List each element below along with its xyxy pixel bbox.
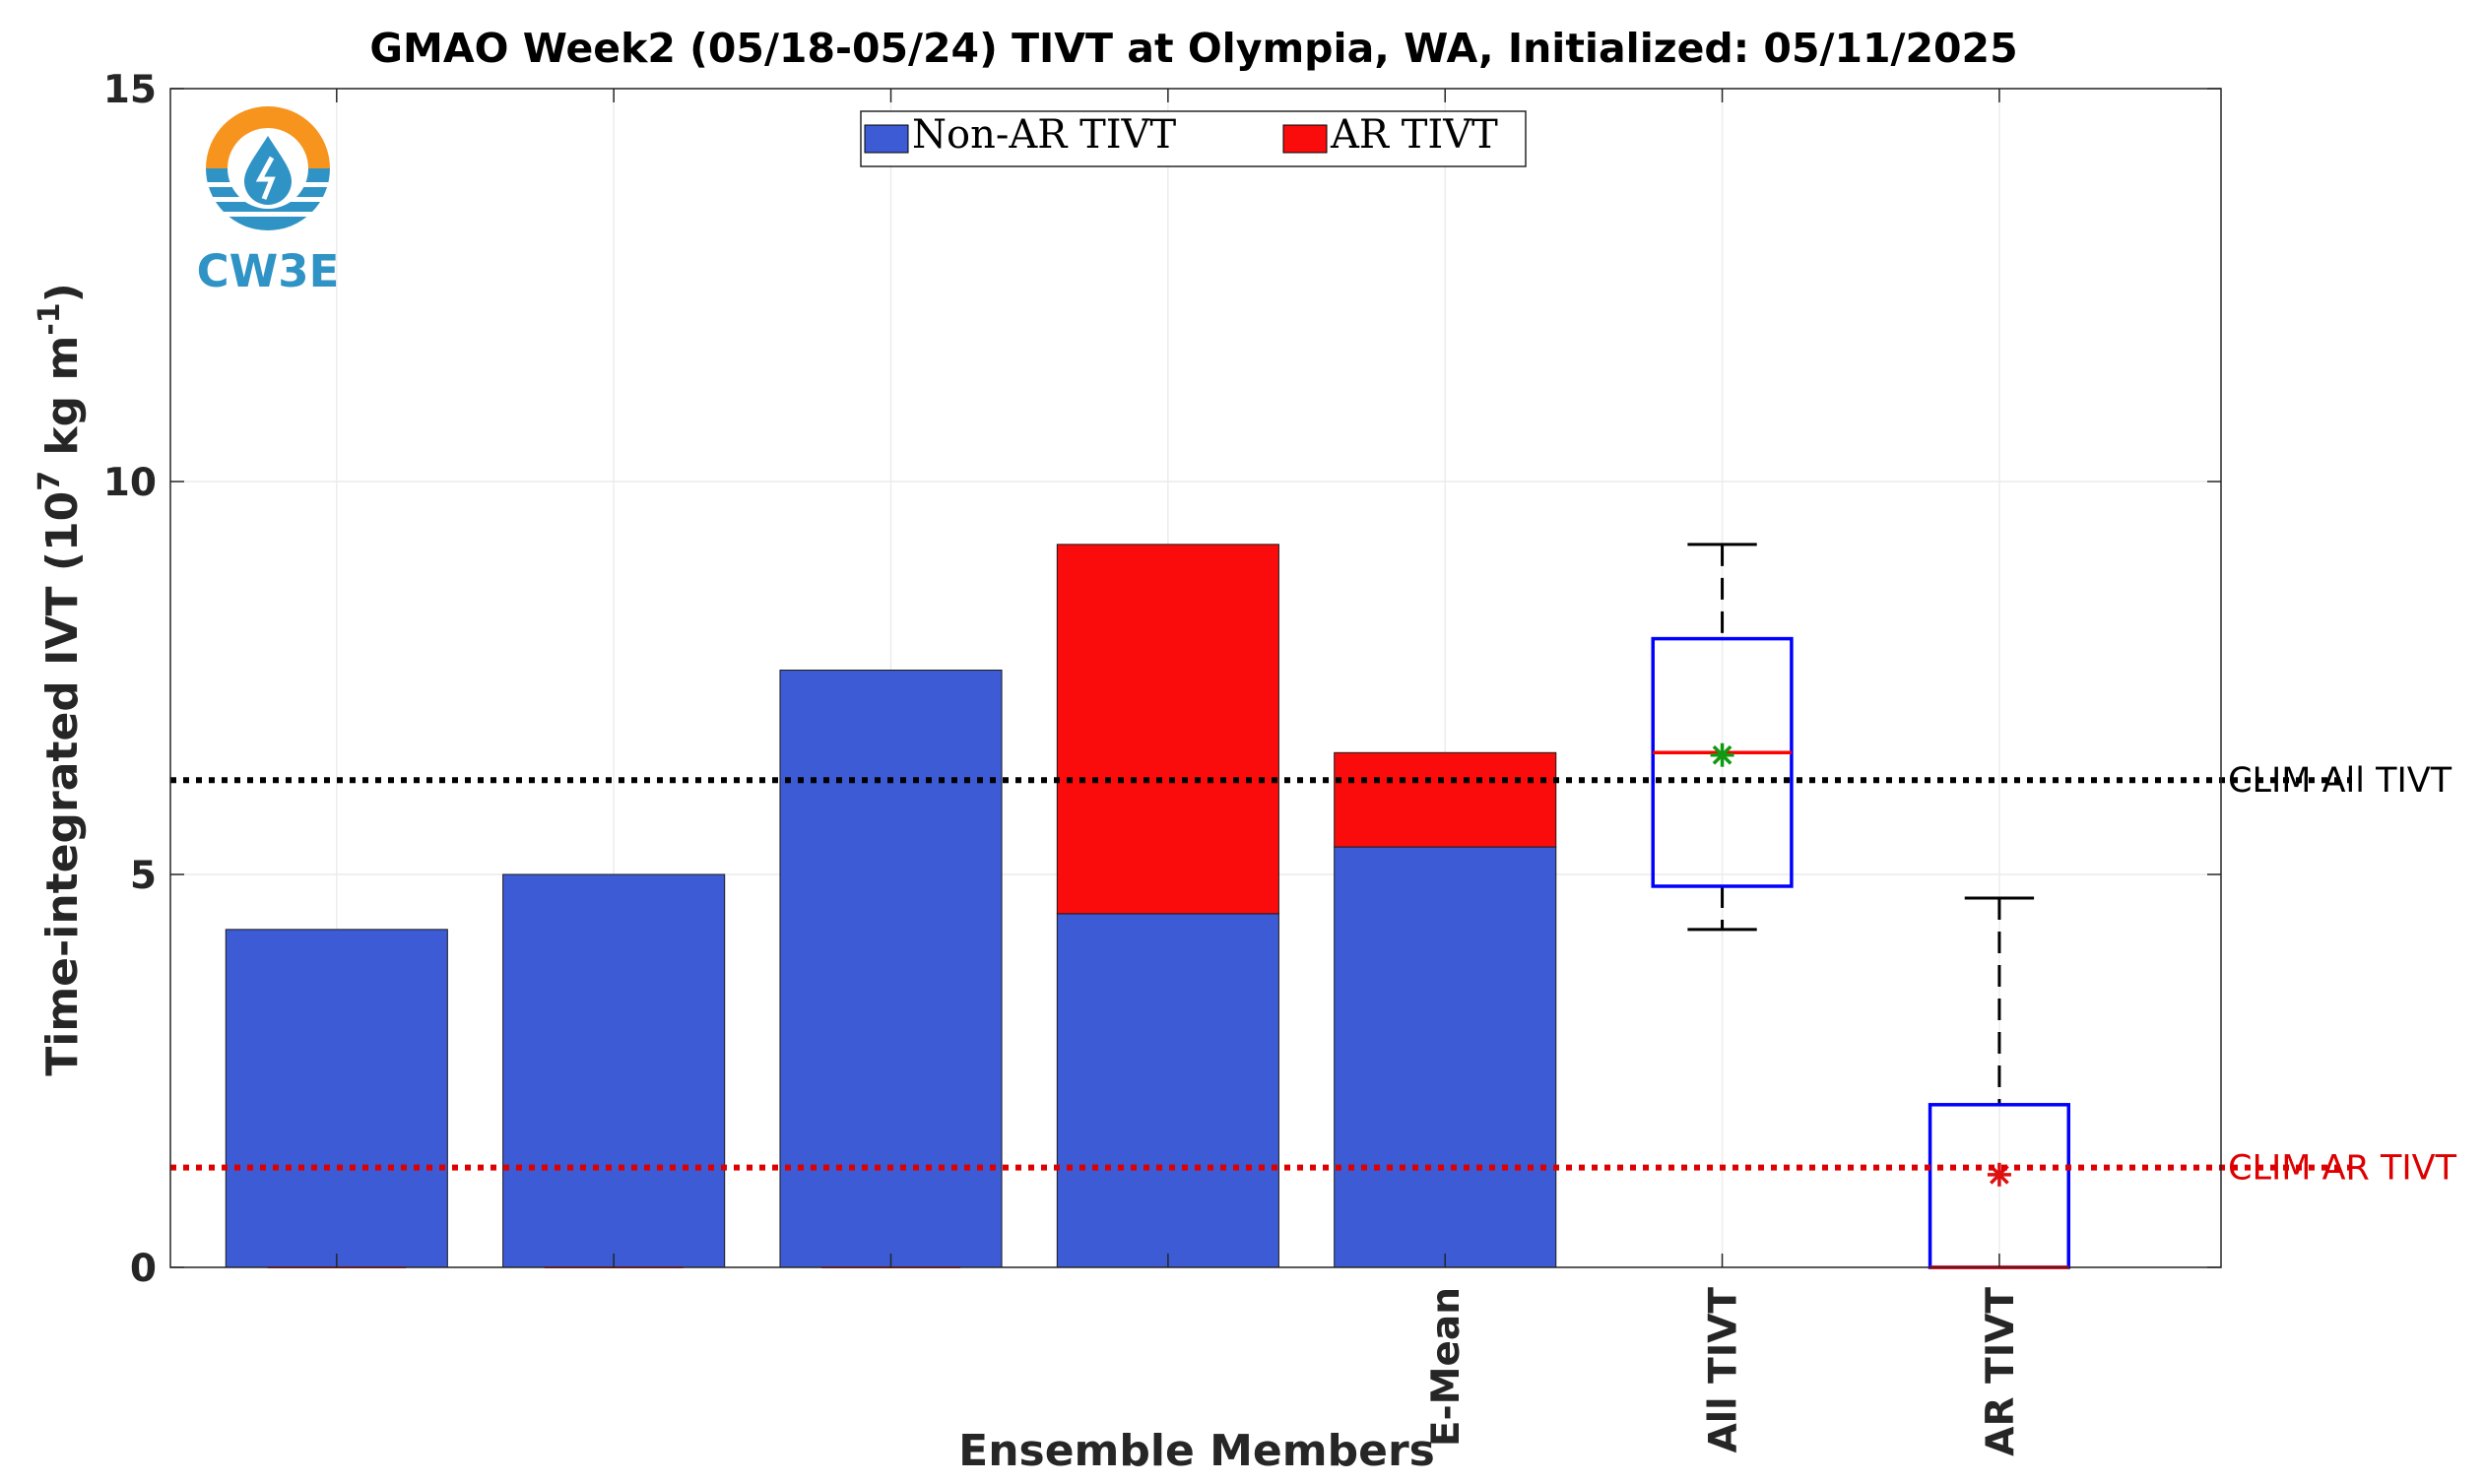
y-axis-label-close: )	[37, 283, 88, 302]
x-tick-label: E-Mean	[1424, 1287, 1469, 1447]
reference-line-label: CLIM AR TIVT	[2228, 1149, 2457, 1189]
cw3e-logo: CW3E	[197, 106, 340, 297]
bar-ar	[1056, 544, 1279, 915]
bar-non-ar	[502, 873, 726, 1268]
y-axis-label: Time-integrated IVT (107 kg m-1)	[33, 283, 88, 1076]
bars	[225, 544, 1557, 1268]
legend: Non-AR TIVT AR TIVT	[860, 110, 1527, 167]
bar-non-ar	[779, 670, 1003, 1268]
y-axis-label-exponent: 7	[33, 471, 67, 491]
chart-title: GMAO Week2 (05/18-05/24) TIVT at Olympia…	[369, 25, 2017, 72]
logo-text: CW3E	[197, 245, 340, 297]
bar-non-ar	[225, 929, 448, 1268]
bar-non-ar	[1334, 846, 1557, 1268]
y-tick-label: 0	[130, 1247, 157, 1291]
bar-ar	[1334, 751, 1557, 848]
legend-swatch-ar	[1282, 124, 1328, 154]
y-axis-label-unit: kg m	[37, 336, 88, 471]
logo-drop-icon	[244, 136, 292, 205]
reference-line-label: CLIM All TIVT	[2228, 761, 2452, 801]
legend-swatch-non-ar	[864, 124, 909, 154]
y-tick-label: 10	[103, 461, 157, 505]
y-tick-label: 5	[130, 854, 157, 898]
x-axis-label: Ensemble Members	[958, 1426, 1435, 1476]
logo-bolt-icon	[255, 156, 276, 200]
legend-label-non-ar: Non-AR TIVT	[912, 112, 1176, 158]
reference-lines: CLIM All TIVT CLIM AR TIVT	[170, 761, 2457, 1189]
mean-marker-stroke	[1712, 744, 1732, 765]
x-axis: E-Mean All TIVT AR TIVT	[336, 89, 2023, 1456]
box-mean-marker	[1710, 742, 1734, 767]
bar-non-ar	[1056, 913, 1279, 1268]
box-iqr	[1651, 636, 1794, 888]
x-tick-label: All TIVT	[1702, 1287, 1746, 1453]
y-axis: 0 5 10 15	[103, 68, 2221, 1291]
y-axis-label-main: Time-integrated IVT (10	[37, 491, 88, 1076]
logo-wave-line	[206, 212, 330, 217]
y-tick-label: 15	[103, 68, 157, 112]
plot-frame	[169, 88, 2222, 1268]
y-axis-label-unit-exponent: -1	[33, 302, 67, 335]
legend-box	[860, 110, 1527, 167]
legend-label-ar: AR TIVT	[1330, 112, 1498, 158]
x-tick-label: AR TIVT	[1979, 1287, 2023, 1456]
